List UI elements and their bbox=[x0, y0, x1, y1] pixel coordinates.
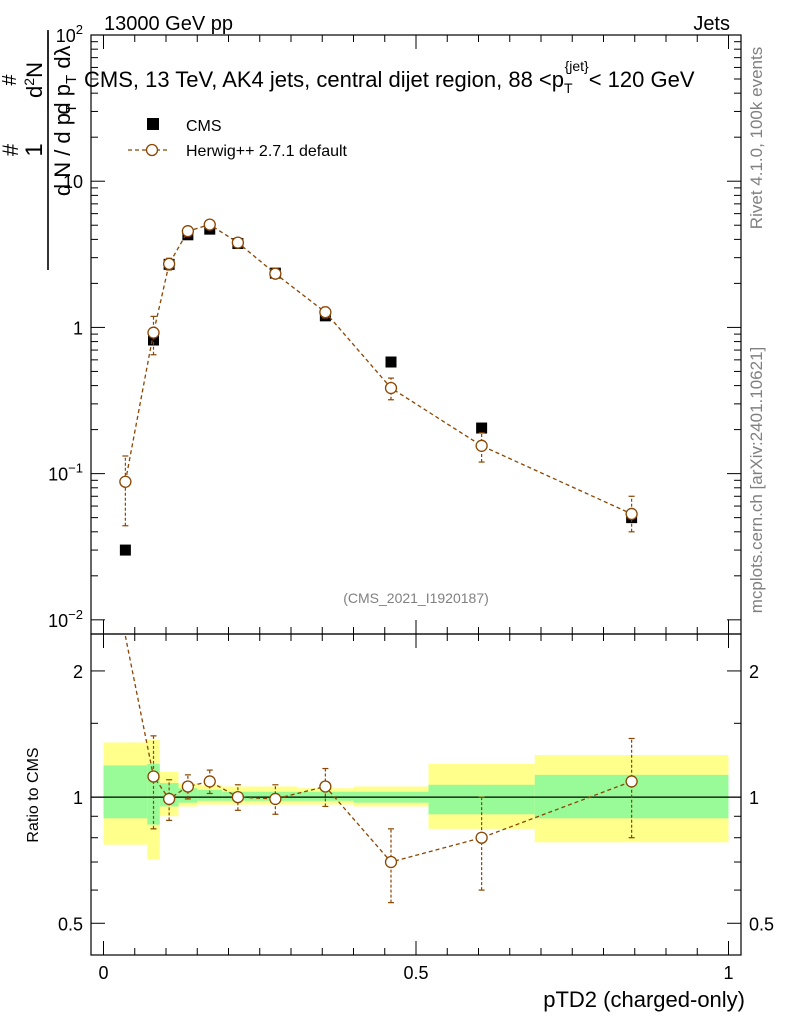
herwig-data-point bbox=[319, 306, 332, 319]
ratio-data-point bbox=[269, 792, 282, 806]
svg-text:CMS, 13 TeV, AK4 jets, central: CMS, 13 TeV, AK4 jets, central dijet reg… bbox=[84, 58, 695, 96]
herwig-data-point bbox=[162, 257, 176, 271]
legend-herwig-label: Herwig++ 2.7.1 default bbox=[186, 143, 348, 160]
herwig-data-point bbox=[147, 326, 160, 339]
main-ylabel: # 1 d N / d pT # d2N d pT dλ bbox=[0, 30, 80, 270]
cms-data-point bbox=[148, 334, 159, 346]
chart-title: CMS, 13 TeV, AK4 jets, central dijet reg… bbox=[84, 58, 695, 96]
herwig-data-point bbox=[181, 225, 195, 238]
ratio-ytick-label: 2 bbox=[73, 662, 83, 682]
ratio-ytick-label-right: 0.5 bbox=[749, 914, 774, 934]
svg-text:#: # bbox=[0, 143, 23, 156]
ratio-uncertainty-bands bbox=[103, 739, 729, 860]
watermark: (CMS_2021_I1920187) bbox=[343, 590, 489, 606]
herwig-line bbox=[124, 223, 632, 515]
svg-text:d2N: d2N bbox=[21, 62, 47, 98]
ratio-data-point bbox=[319, 780, 332, 793]
ratio-data-point bbox=[475, 831, 488, 844]
herwig-data-point bbox=[269, 267, 282, 280]
ratio-band-inner bbox=[103, 765, 148, 819]
main-ytick-label: 10 bbox=[63, 172, 83, 192]
ratio-ytick-label-right: 2 bbox=[749, 662, 759, 682]
xtick-label: 1 bbox=[723, 963, 733, 983]
ratio-band-inner bbox=[197, 789, 223, 801]
legend-herwig-marker bbox=[145, 143, 159, 157]
ratio-data-point bbox=[203, 775, 216, 788]
xlabel: pTD2 (charged-only) bbox=[543, 987, 745, 1012]
herwig-data-point bbox=[384, 381, 398, 395]
rivet-label: Rivet 4.1.0, 100k events bbox=[747, 47, 766, 229]
cms-data-point bbox=[476, 422, 488, 434]
ratio-data-point bbox=[231, 790, 245, 804]
ratio-data-point bbox=[162, 792, 176, 806]
ratio-data-point bbox=[625, 775, 638, 788]
ratio-data-point bbox=[181, 780, 195, 793]
ratio-data-point bbox=[384, 855, 398, 869]
herwig-data-point bbox=[625, 507, 638, 521]
main-ytick-label: 10−1 bbox=[48, 461, 83, 485]
ratio-ylabel: Ratio to CMS bbox=[25, 747, 42, 842]
source-label: mcplots.cern.ch [arXiv:2401.10621] bbox=[747, 347, 766, 613]
legend-cms-marker bbox=[147, 118, 159, 130]
category-label: Jets bbox=[693, 13, 730, 35]
ratio-ytick-label-right: 1 bbox=[749, 788, 759, 808]
cms-data-point bbox=[385, 356, 397, 368]
ratio-ytick-label: 1 bbox=[73, 788, 83, 808]
legend: CMS Herwig++ 2.7.1 default bbox=[128, 118, 348, 160]
energy-label: 13000 GeV pp bbox=[104, 13, 233, 35]
xtick-label: 0 bbox=[98, 963, 108, 983]
herwig-data-point bbox=[203, 218, 216, 231]
ratio-band-inner bbox=[178, 788, 198, 803]
legend-cms-label: CMS bbox=[186, 118, 222, 135]
main-ytick-label: 1 bbox=[73, 318, 83, 338]
main-ytick-label: 102 bbox=[56, 22, 83, 46]
svg-text:1: 1 bbox=[21, 143, 48, 156]
ratio-ytick-label: 0.5 bbox=[58, 914, 83, 934]
ratio-data-point bbox=[147, 770, 160, 783]
herwig-data-point bbox=[475, 439, 488, 452]
herwig-data-point bbox=[119, 475, 132, 488]
svg-text:#: # bbox=[0, 74, 21, 86]
cms-data-point bbox=[119, 544, 131, 556]
xtick-label: 0.5 bbox=[403, 963, 428, 983]
main-ytick-label: 10−2 bbox=[48, 607, 83, 631]
herwig-data-point bbox=[231, 236, 245, 249]
